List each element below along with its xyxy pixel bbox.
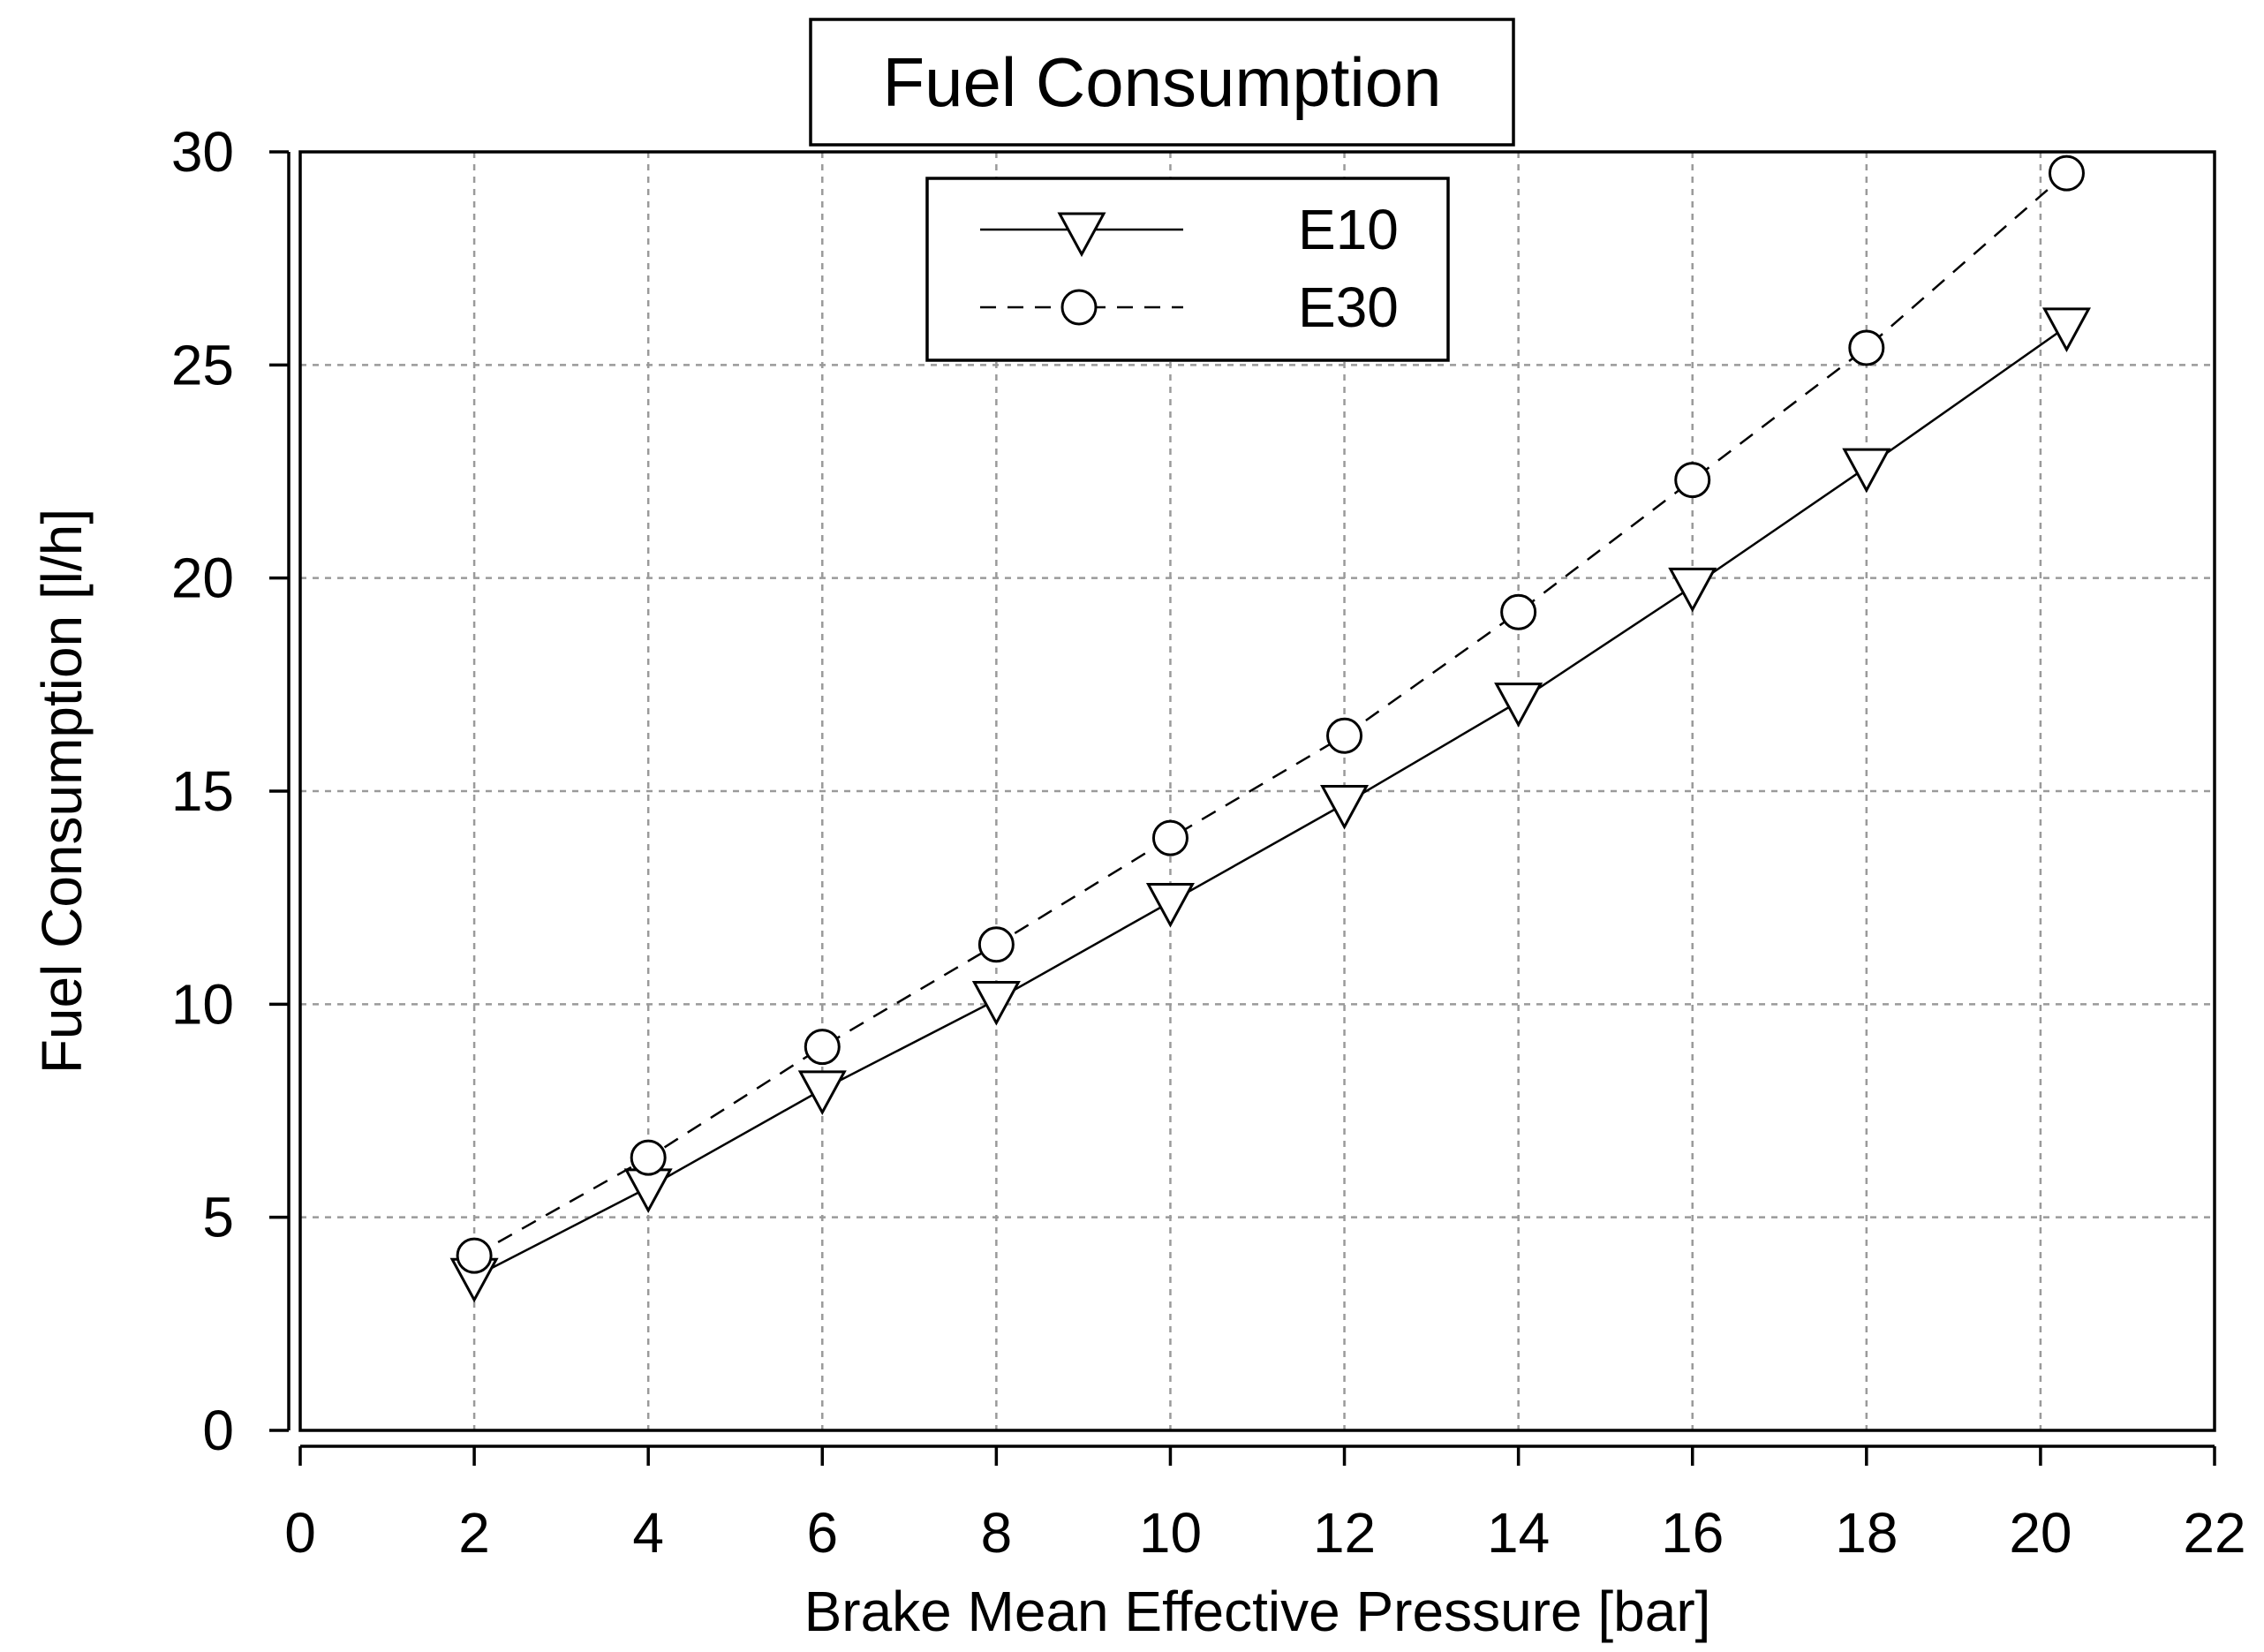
x-tick-label: 6 (806, 1501, 838, 1565)
x-axis-label: Brake Mean Effective Pressure [bar] (804, 1580, 1711, 1643)
chart-title: Fuel Consumption (883, 43, 1442, 121)
y-tick-label: 30 (171, 120, 234, 184)
data-point-e10 (797, 1070, 847, 1116)
legend-marker-e10 (1057, 212, 1106, 258)
x-tick-label: 0 (284, 1501, 316, 1565)
x-tick-label: 14 (1487, 1501, 1550, 1565)
data-point-e30 (456, 1237, 493, 1274)
data-point-e30 (804, 1029, 841, 1066)
legend-marker-e30 (1060, 289, 1098, 326)
chart-title-box (809, 18, 1515, 147)
data-point-e30 (1674, 462, 1711, 499)
data-point-e30 (1151, 819, 1189, 856)
data-point-e10 (1494, 683, 1543, 728)
grid-lines (300, 152, 2215, 1430)
x-tick-label: 2 (458, 1501, 490, 1565)
x-tick-label: 20 (2009, 1501, 2072, 1565)
series-line-e30 (473, 172, 2068, 1257)
data-point-e30 (977, 926, 1015, 963)
y-tick-label: 20 (171, 547, 234, 610)
data-point-e10 (2041, 307, 2091, 353)
data-point-e10 (1145, 882, 1195, 928)
data-point-e10 (1668, 567, 1717, 613)
x-axis-ticks: 0 2 4 6 8 10 12 14 16 18 20 22 (284, 1446, 2246, 1565)
data-point-e30 (1326, 717, 1363, 754)
plot-frame (298, 150, 2216, 1432)
y-tick-label: 5 (202, 1186, 234, 1249)
x-tick-label: 12 (1313, 1501, 1376, 1565)
data-point-e30 (1848, 329, 1885, 366)
y-tick-label: 0 (202, 1399, 234, 1462)
y-tick-label: 25 (171, 333, 234, 396)
data-point-e10 (1320, 784, 1370, 830)
data-point-e30 (630, 1139, 667, 1176)
legend-label-e10: E10 (1298, 198, 1399, 261)
x-tick-label: 16 (1661, 1501, 1724, 1565)
x-tick-label: 10 (1139, 1501, 1202, 1565)
x-tick-label: 22 (2183, 1501, 2245, 1565)
y-axis-label: Fuel Consumption [l/h] (30, 509, 94, 1074)
series-line-e10 (473, 325, 2068, 1279)
x-tick-label: 4 (632, 1501, 664, 1565)
data-point-e10 (623, 1168, 673, 1214)
y-axis-ticks: 0 5 10 15 20 25 30 (171, 120, 289, 1462)
legend-box (925, 177, 1450, 362)
y-tick-label: 10 (171, 972, 234, 1036)
data-point-e10 (971, 981, 1021, 1026)
data-point-e30 (1500, 593, 1537, 630)
data-point-e10 (1842, 448, 1891, 494)
data-series (449, 155, 2091, 1303)
x-tick-label: 18 (1835, 1501, 1898, 1565)
legend: E10 E30 (925, 177, 1450, 362)
y-tick-label: 15 (171, 759, 234, 823)
data-point-e30 (2048, 155, 2085, 192)
x-tick-label: 8 (981, 1501, 1013, 1565)
legend-label-e30: E30 (1298, 275, 1399, 339)
